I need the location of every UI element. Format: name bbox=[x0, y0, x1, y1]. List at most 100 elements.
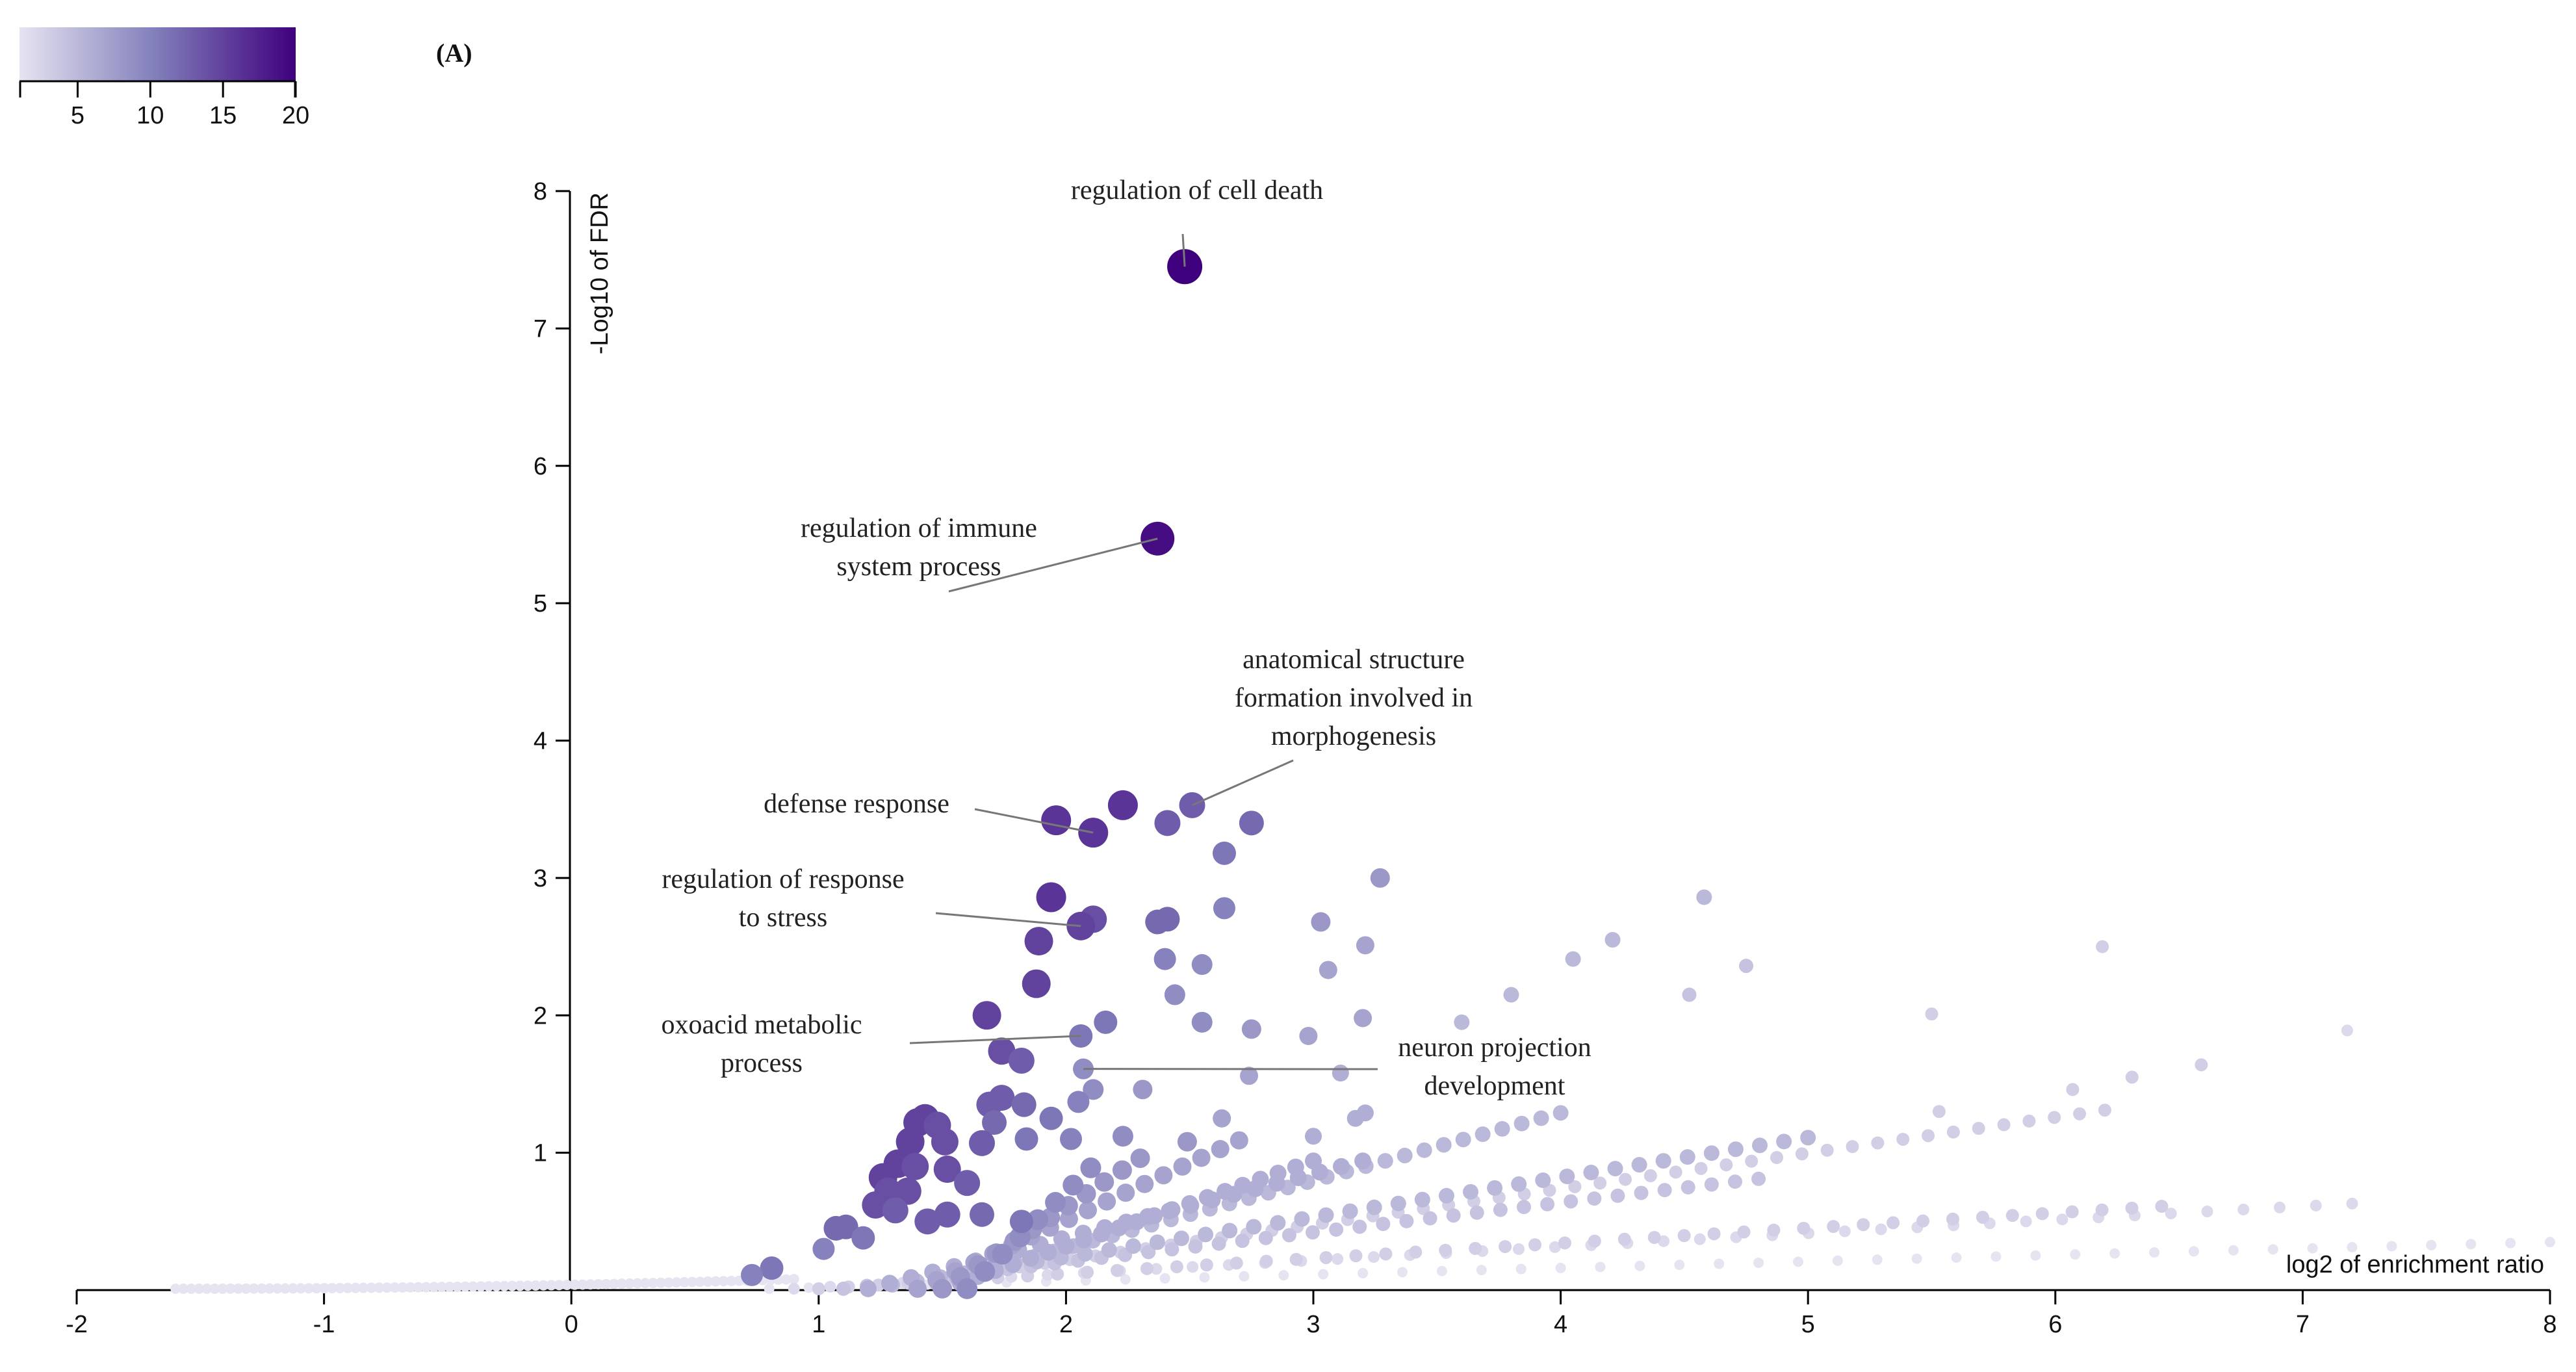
y-tick-label: 5 bbox=[534, 590, 547, 617]
fan-point bbox=[1558, 1236, 1571, 1250]
background-point bbox=[319, 1283, 330, 1294]
scatter-points bbox=[170, 249, 2555, 1299]
scatter-point bbox=[1454, 1014, 1470, 1030]
scatter-point bbox=[1133, 1080, 1153, 1100]
leader-line bbox=[909, 1035, 1081, 1044]
scatter-point bbox=[2195, 1058, 2208, 1072]
fan-point bbox=[1752, 1137, 1768, 1154]
fan-point bbox=[1397, 1267, 1408, 1278]
scatter-point bbox=[968, 1130, 995, 1156]
background-point bbox=[624, 1278, 635, 1289]
scatter-point bbox=[2341, 1024, 2353, 1037]
annotation-label: development bbox=[1424, 1071, 1565, 1101]
fan-point bbox=[1751, 1171, 1766, 1186]
fan-point bbox=[1513, 1115, 1530, 1132]
fan-point bbox=[2022, 1114, 2036, 1128]
fan-point bbox=[1727, 1141, 1744, 1158]
background-point bbox=[639, 1278, 650, 1289]
fan-point bbox=[1436, 1265, 1447, 1276]
scatter-point bbox=[1083, 1079, 1104, 1100]
fan-point bbox=[1951, 1252, 1962, 1263]
leader-line bbox=[1181, 233, 1186, 267]
x-tick-label: 2 bbox=[1059, 1311, 1073, 1338]
fan-point bbox=[1239, 1271, 1250, 1282]
fan-point bbox=[1631, 1157, 1647, 1173]
fan-point bbox=[1875, 1223, 1887, 1236]
fan-point bbox=[1367, 1251, 1380, 1263]
background-point bbox=[483, 1281, 495, 1292]
background-point bbox=[217, 1283, 228, 1294]
fan-point bbox=[1125, 1238, 1141, 1254]
fan-point bbox=[2155, 1200, 2169, 1213]
fan-point bbox=[1511, 1176, 1527, 1192]
fan-point bbox=[859, 1280, 877, 1297]
scatter-point bbox=[1022, 969, 1051, 998]
fan-point bbox=[1499, 1240, 1512, 1254]
background-point bbox=[358, 1282, 369, 1293]
scatter-point bbox=[894, 1177, 921, 1205]
annotation-label: regulation of immune bbox=[801, 513, 1037, 543]
background-point bbox=[577, 1279, 588, 1290]
background-point bbox=[194, 1283, 205, 1294]
fan-point bbox=[1476, 1265, 1487, 1276]
background-point bbox=[287, 1283, 298, 1294]
fan-point bbox=[1463, 1184, 1479, 1200]
fan-point bbox=[1559, 1168, 1575, 1184]
scatter-point bbox=[1024, 927, 1053, 956]
fan-point bbox=[1120, 1274, 1131, 1285]
fan-point bbox=[1199, 1272, 1210, 1283]
fan-point bbox=[2098, 1104, 2111, 1117]
fan-point bbox=[1792, 1256, 1803, 1267]
y-tick-label: 7 bbox=[534, 315, 547, 343]
scatter-point bbox=[862, 1191, 890, 1219]
fan-point bbox=[974, 1261, 996, 1282]
fan-point bbox=[1101, 1242, 1117, 1258]
background-point bbox=[233, 1283, 244, 1294]
fan-point bbox=[1116, 1184, 1135, 1202]
fan-point bbox=[1094, 1172, 1114, 1192]
background-point bbox=[381, 1282, 393, 1293]
fan-point bbox=[1259, 1254, 1273, 1268]
fan-point bbox=[1704, 1177, 1719, 1192]
fan-point bbox=[1583, 1165, 1599, 1181]
fan-point bbox=[1674, 1260, 1685, 1271]
background-point bbox=[459, 1281, 470, 1292]
annotation-label: anatomical structure bbox=[1243, 645, 1465, 675]
fan-point bbox=[1358, 1267, 1369, 1278]
fan-point bbox=[1469, 1241, 1482, 1255]
fan-point bbox=[1776, 1133, 1792, 1150]
fan-point bbox=[1354, 1152, 1372, 1170]
background-point bbox=[475, 1281, 486, 1292]
x-tick-label: 7 bbox=[2296, 1311, 2310, 1338]
scatter-point bbox=[1299, 1026, 1318, 1045]
fan-point bbox=[1679, 1149, 1695, 1165]
fan-point bbox=[881, 1275, 899, 1292]
background-point bbox=[780, 1274, 792, 1285]
scatter-point bbox=[1011, 1092, 1037, 1117]
background-point bbox=[616, 1278, 627, 1289]
x-tick-label: -2 bbox=[66, 1311, 88, 1338]
background-point bbox=[788, 1274, 799, 1285]
background-point bbox=[374, 1282, 385, 1293]
fan-point bbox=[1234, 1176, 1252, 1194]
scatter-point bbox=[1305, 1128, 1322, 1145]
fan-point bbox=[1487, 1180, 1503, 1196]
fan-point bbox=[1376, 1217, 1391, 1232]
fan-point bbox=[1593, 1176, 1607, 1190]
fan-point bbox=[1896, 1132, 1910, 1146]
scatter-point bbox=[1356, 936, 1374, 955]
background-point bbox=[695, 1276, 706, 1288]
fan-point bbox=[1911, 1253, 1922, 1264]
fan-point bbox=[1946, 1125, 1960, 1139]
scatter-point bbox=[2066, 1083, 2080, 1096]
fan-point bbox=[1549, 1241, 1561, 1253]
background-point bbox=[335, 1282, 346, 1293]
background-point bbox=[264, 1283, 275, 1294]
scatter-point bbox=[1154, 810, 1181, 836]
fan-point bbox=[1159, 1273, 1170, 1284]
colorbar-ticks: 5 10 15 20 bbox=[71, 81, 309, 129]
background-point bbox=[530, 1280, 541, 1291]
fan-point bbox=[1269, 1165, 1287, 1182]
fan-point bbox=[836, 1281, 851, 1296]
